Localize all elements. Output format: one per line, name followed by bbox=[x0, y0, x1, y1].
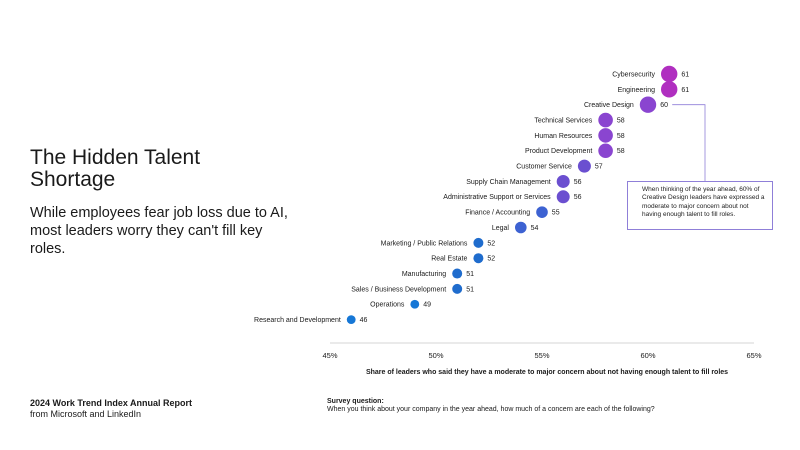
category-label-creative-design: Creative Design bbox=[584, 102, 634, 109]
x-tick-label: 55% bbox=[534, 351, 549, 360]
dot-administrative-support-or-services bbox=[556, 190, 570, 204]
dot-cybersecurity bbox=[661, 65, 678, 83]
value-label-product-development: 58 bbox=[617, 148, 625, 155]
survey-question-label: Survey question: bbox=[327, 398, 384, 405]
category-label-research-and-development: Research and Development bbox=[254, 317, 341, 324]
category-label-marketing-public-relations: Marketing / Public Relations bbox=[381, 240, 468, 247]
value-label-real-estate: 52 bbox=[487, 256, 495, 263]
value-label-sales-business-development: 51 bbox=[466, 286, 474, 293]
x-tick-label: 65% bbox=[746, 351, 761, 360]
category-label-administrative-support-or-services: Administrative Support or Services bbox=[443, 194, 551, 201]
value-label-creative-design: 60 bbox=[660, 102, 668, 109]
page-subtitle: While employees fear job loss due to AI,… bbox=[30, 205, 288, 257]
category-label-human-resources: Human Resources bbox=[534, 133, 592, 140]
dot-human-resources bbox=[598, 128, 613, 143]
survey-question-text: When you think about your company in the… bbox=[327, 406, 655, 413]
category-label-real-estate: Real Estate bbox=[431, 256, 467, 263]
dot-marketing-public-relations bbox=[473, 237, 484, 248]
callout-leader-line bbox=[672, 104, 706, 181]
value-label-technical-services: 58 bbox=[617, 117, 625, 124]
dot-technical-services bbox=[598, 112, 613, 128]
x-tick-label: 50% bbox=[428, 351, 443, 360]
dot-sales-business-development bbox=[452, 283, 463, 294]
category-label-supply-chain-management: Supply Chain Management bbox=[466, 179, 550, 186]
value-label-research-and-development: 46 bbox=[360, 317, 368, 324]
category-label-cybersecurity: Cybersecurity bbox=[612, 71, 655, 78]
dot-customer-service bbox=[577, 159, 591, 173]
dot-legal bbox=[515, 221, 527, 234]
value-label-administrative-support-or-services: 56 bbox=[574, 194, 582, 201]
dot-creative-design bbox=[639, 96, 657, 113]
value-label-engineering: 61 bbox=[681, 87, 689, 94]
value-label-manufacturing: 51 bbox=[466, 271, 474, 278]
dot-manufacturing bbox=[452, 268, 463, 279]
report-source: from Microsoft and LinkedIn bbox=[30, 409, 142, 419]
value-label-finance-accounting: 55 bbox=[552, 210, 560, 217]
dot-finance-accounting bbox=[536, 206, 548, 218]
x-tick-label: 45% bbox=[322, 351, 337, 360]
value-label-operations: 49 bbox=[423, 302, 431, 309]
category-label-product-development: Product Development bbox=[525, 148, 592, 155]
category-label-customer-service: Customer Service bbox=[516, 164, 572, 171]
value-label-legal: 54 bbox=[531, 225, 539, 232]
value-label-marketing-public-relations: 52 bbox=[487, 240, 495, 247]
page-title: The Hidden Talent Shortage bbox=[30, 146, 201, 191]
dot-product-development bbox=[598, 143, 613, 159]
dot-supply-chain-management bbox=[556, 174, 570, 188]
category-label-sales-business-development: Sales / Business Development bbox=[351, 286, 446, 293]
x-tick-label: 60% bbox=[640, 351, 655, 360]
category-label-operations: Operations bbox=[370, 302, 405, 309]
category-label-manufacturing: Manufacturing bbox=[402, 271, 446, 278]
report-title: 2024 Work Trend Index Annual Report bbox=[30, 398, 193, 408]
dot-operations bbox=[410, 299, 420, 309]
value-label-supply-chain-management: 56 bbox=[574, 179, 582, 186]
value-label-cybersecurity: 61 bbox=[681, 71, 689, 78]
callout-box: When thinking of the year ahead, 60% of … bbox=[627, 181, 773, 230]
dot-research-and-development bbox=[346, 315, 356, 324]
x-axis-label: Share of leaders who said they have a mo… bbox=[366, 369, 728, 376]
dot-engineering bbox=[661, 81, 678, 98]
value-label-human-resources: 58 bbox=[617, 133, 625, 140]
category-label-engineering: Engineering bbox=[618, 87, 655, 94]
category-label-technical-services: Technical Services bbox=[534, 117, 592, 124]
category-label-finance-accounting: Finance / Accounting bbox=[465, 210, 530, 217]
category-label-legal: Legal bbox=[492, 225, 510, 232]
dot-real-estate bbox=[473, 253, 484, 264]
value-label-customer-service: 57 bbox=[595, 164, 603, 171]
